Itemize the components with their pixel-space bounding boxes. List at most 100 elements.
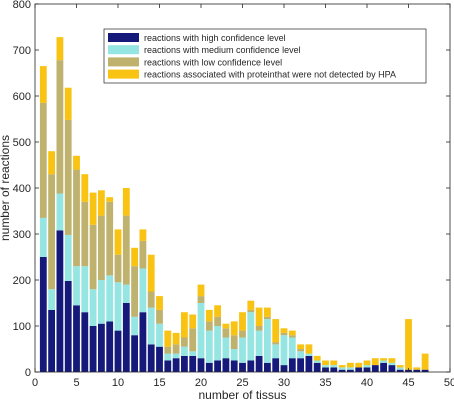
bar-segment [280, 335, 288, 366]
bar-segment [181, 337, 188, 347]
bar-segment [305, 353, 313, 356]
bar-segment [264, 319, 271, 363]
bar-segment [56, 230, 64, 372]
bar-segment [114, 282, 122, 331]
bar-segment [313, 360, 321, 363]
bar-segment [330, 365, 338, 368]
bar-segment [413, 367, 421, 370]
bar-segment [230, 360, 238, 372]
legend-label: reactions with medium confidence level [144, 45, 301, 55]
bar-segment [89, 224, 97, 290]
bar-segment [230, 349, 238, 361]
bar-segment [288, 337, 296, 359]
bar-segment [247, 309, 255, 313]
bar-segment [181, 355, 188, 372]
bar-segment [156, 309, 163, 324]
bar-segment [39, 66, 47, 103]
bars-layer [39, 37, 429, 372]
bar-segment [131, 266, 139, 317]
bar-segment [239, 312, 246, 331]
bar-segment [56, 60, 64, 194]
y-tick-label: 800 [13, 0, 31, 11]
bar-segment [297, 351, 305, 359]
bar-segment [239, 337, 246, 363]
bar-segment [280, 332, 288, 336]
legend-swatch [108, 69, 139, 79]
bar-segment [405, 319, 412, 370]
x-tick-label: 45 [402, 377, 414, 389]
bar-segment [338, 365, 346, 368]
bar-segment [230, 335, 238, 349]
bar-segment [147, 291, 155, 308]
bar-segment [205, 321, 213, 331]
bar-segment [297, 344, 305, 349]
bar-segment [355, 367, 363, 372]
bar-segment [322, 365, 329, 368]
bar-segment [255, 326, 263, 331]
bar-segment [64, 280, 72, 372]
bar-segment [106, 201, 114, 276]
bar-segment [73, 155, 80, 170]
x-tick-label: 50 [444, 377, 454, 389]
bar-segment [347, 367, 354, 370]
bar-segment [230, 321, 238, 336]
bar-segment [363, 365, 371, 368]
bar-segment [122, 215, 130, 285]
bar-segment [39, 257, 47, 372]
bar-segment [139, 229, 147, 241]
bar-segment [164, 353, 172, 361]
bar-segment [272, 319, 280, 343]
bar-segment [64, 87, 72, 120]
bar-segment [189, 355, 197, 372]
y-tick-label: 0 [25, 367, 31, 379]
bar-segment [197, 303, 205, 359]
bar-segment [396, 365, 404, 368]
bar-segment [371, 365, 379, 372]
bar-segment [106, 321, 114, 372]
bar-segment [56, 37, 64, 61]
bar-segment [330, 367, 338, 372]
bar-segment [48, 174, 56, 290]
bar-segment [156, 346, 163, 372]
bar-segment [131, 316, 139, 336]
bar-segment [214, 326, 222, 361]
bar-segment [222, 337, 230, 359]
legend-swatch [108, 33, 139, 42]
legend-label: reactions associated with proteinthat we… [144, 70, 396, 80]
y-tick-label: 600 [13, 91, 31, 103]
y-tick-label: 200 [13, 275, 31, 287]
bar-segment [288, 358, 296, 372]
bar-segment [98, 323, 105, 372]
bar-segment [197, 296, 205, 303]
bar-segment [205, 309, 213, 322]
bar-segment [64, 119, 72, 235]
bar-segment [313, 362, 321, 372]
bar-segment [73, 169, 80, 267]
bar-segment [421, 353, 429, 370]
bar-segment [255, 355, 263, 372]
bar-segment [264, 307, 271, 317]
bar-segment [388, 365, 396, 372]
bar-segment [48, 289, 56, 310]
bar-segment [98, 215, 105, 280]
y-tick-label: 300 [13, 229, 31, 241]
bar-segment [214, 305, 222, 317]
bar-segment [205, 362, 213, 372]
bar-segment [239, 362, 246, 372]
y-tick-label: 500 [13, 137, 31, 149]
x-tick-label: 20 [195, 377, 207, 389]
bar-segment [288, 330, 296, 336]
bar-segment [114, 254, 122, 283]
bar-segment [89, 326, 97, 372]
bar-segment [297, 358, 305, 372]
bar-segment [73, 266, 80, 306]
bar-segment [147, 254, 155, 292]
bar-segment [131, 247, 139, 267]
legend-label: reactions with high confidence level [144, 33, 286, 43]
bar-segment [189, 351, 197, 356]
x-tick-label: 40 [361, 377, 373, 389]
bar-segment [396, 367, 404, 370]
bar-segment [48, 309, 56, 372]
